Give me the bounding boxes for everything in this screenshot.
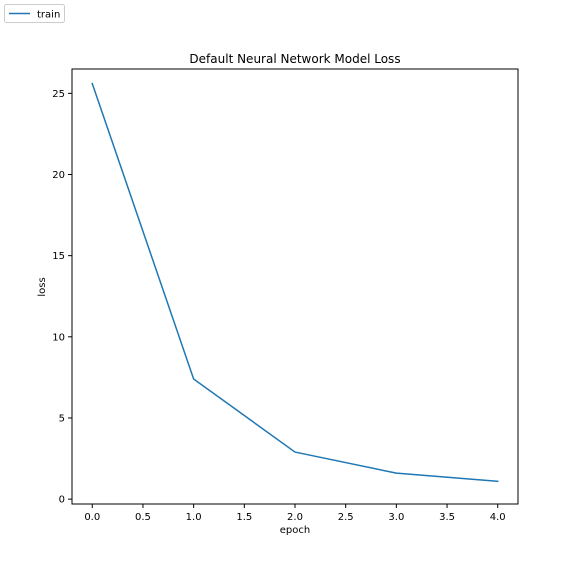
x-tick-label: 3.5 bbox=[439, 512, 455, 523]
x-tick-label: 2.0 bbox=[287, 512, 303, 523]
y-tick-label: 20 bbox=[52, 170, 65, 181]
series-line-train bbox=[91, 82, 499, 483]
y-axis-label: loss bbox=[37, 277, 48, 296]
y-tick-label: 10 bbox=[52, 332, 65, 343]
legend-frame bbox=[4, 4, 65, 23]
legend: train bbox=[4, 4, 65, 23]
x-axis-label: epoch bbox=[280, 525, 310, 536]
y-tick-label: 25 bbox=[52, 89, 65, 100]
y-tick-label: 0 bbox=[59, 495, 65, 506]
x-tick-label: 0.0 bbox=[84, 512, 100, 523]
x-axis-ticks: 0.0 0.5 1.0 1.5 2.0 2.5 3.0 3.5 4.0 bbox=[84, 504, 506, 523]
x-tick-label: 3.0 bbox=[388, 512, 404, 523]
legend-label-train: train bbox=[37, 10, 60, 21]
x-tick-label: 1.5 bbox=[236, 512, 252, 523]
x-tick-label: 2.5 bbox=[338, 512, 354, 523]
y-tick-label: 5 bbox=[59, 413, 65, 424]
x-tick-label: 4.0 bbox=[490, 512, 506, 523]
plot-frame bbox=[71, 68, 519, 505]
x-tick-label: 0.5 bbox=[135, 512, 151, 523]
chart-title: Default Neural Network Model Loss bbox=[189, 52, 400, 66]
y-tick-label: 15 bbox=[52, 251, 65, 262]
series-layer bbox=[91, 82, 499, 483]
y-axis-ticks: 0 5 10 15 20 25 bbox=[52, 89, 72, 506]
x-tick-label: 1.0 bbox=[186, 512, 202, 523]
